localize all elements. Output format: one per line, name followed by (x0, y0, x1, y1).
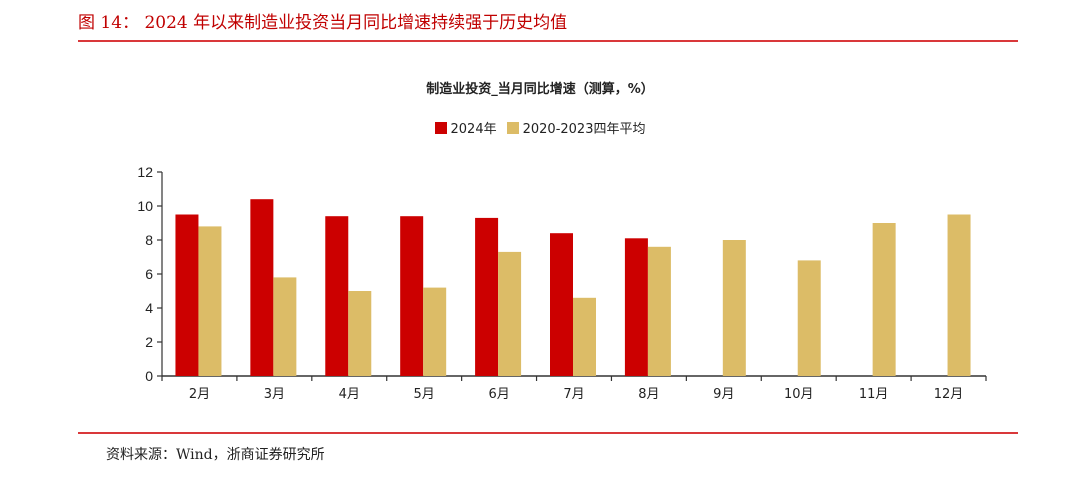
legend-swatch-avg (506, 121, 519, 134)
x-tick-label: 8月 (638, 387, 659, 402)
y-tick-label: 4 (145, 300, 153, 316)
x-tick-label: 6月 (488, 387, 509, 402)
legend: 2024年 2020-2023四年平均 (0, 118, 1080, 137)
chart-title: 制造业投资_当月同比增速（测算，%） (426, 82, 654, 97)
x-tick-label: 4月 (339, 387, 360, 402)
bar-avg (273, 277, 297, 376)
title-divider (78, 40, 1018, 42)
bar-avg (722, 240, 746, 376)
x-tick-label: 9月 (713, 387, 734, 402)
legend-label-avg: 2020-2023四年平均 (522, 122, 646, 137)
x-tick-label: 3月 (264, 387, 285, 402)
x-tick-label: 5月 (414, 387, 435, 402)
y-tick-label: 2 (145, 334, 153, 350)
y-tick-label: 12 (137, 164, 153, 180)
figure-title: 图 14： 2024 年以来制造业投资当月同比增速持续强于历史均值 (78, 13, 568, 33)
x-tick-label: 7月 (563, 387, 584, 402)
bar-2024 (475, 217, 499, 376)
y-tick-label: 0 (145, 368, 153, 384)
y-tick-label: 10 (137, 198, 153, 214)
legend-item-2024: 2024年 (434, 118, 497, 137)
bar-avg (573, 297, 596, 376)
y-tick-label: 8 (145, 232, 153, 248)
source-note: 资料来源：Wind，浙商证券研究所 (106, 447, 325, 463)
bar-2024 (175, 214, 199, 376)
legend-item-avg: 2020-2023四年平均 (506, 118, 646, 137)
bar-avg (947, 214, 971, 376)
bar-avg (872, 223, 896, 376)
legend-label-2024: 2024年 (450, 122, 497, 137)
bar-avg (498, 251, 522, 376)
y-tick-label: 6 (145, 266, 153, 282)
bar-avg (198, 226, 222, 376)
bar-2024 (250, 199, 274, 376)
bar-avg (348, 291, 372, 376)
x-tick-label: 12月 (934, 387, 964, 402)
legend-swatch-2024 (434, 121, 447, 134)
bar-2024 (325, 216, 349, 376)
bar-avg (423, 287, 447, 376)
x-tick-label: 11月 (859, 387, 889, 402)
bar-2024 (400, 216, 424, 376)
x-tick-label: 10月 (784, 387, 814, 402)
bar-2024 (550, 233, 573, 376)
bar-avg (797, 260, 821, 376)
bar-avg (647, 246, 671, 376)
x-tick-label: 2月 (189, 387, 210, 402)
source-divider (78, 432, 1018, 434)
bar-2024 (624, 238, 648, 376)
